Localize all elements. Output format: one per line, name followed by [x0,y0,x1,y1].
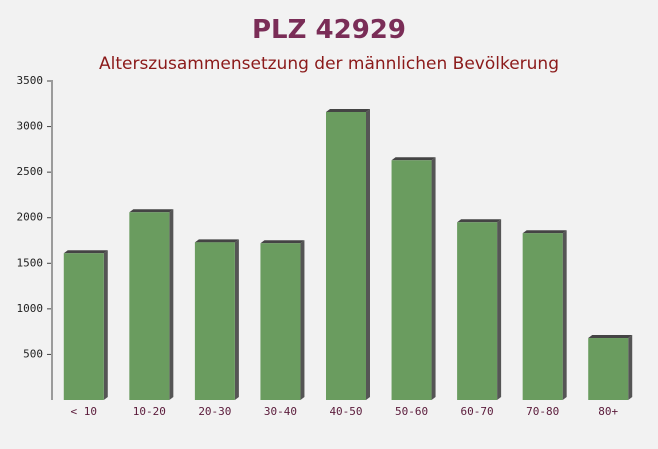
bar-top [326,108,370,112]
y-tick-label: 2500 [17,165,44,178]
y-tick-label: 3000 [17,120,44,133]
bar-side [431,157,436,400]
bar-side [562,230,567,400]
bar [129,212,170,400]
bar [522,233,563,400]
bar-side [497,219,502,400]
bar [194,242,235,400]
bar-top [129,209,174,213]
bar-top [522,230,567,234]
x-tick-label: 20-30 [198,405,231,418]
bar-top [588,335,633,339]
bar-side [300,240,305,400]
x-tick-label: < 10 [71,405,98,418]
x-tick-label: 30-40 [264,405,297,418]
bar-side [366,108,370,400]
y-tick-label: 1000 [17,302,44,315]
bar-top [260,240,305,244]
x-tick-label: 80+ [598,405,618,418]
bar-side [628,335,633,400]
y-tick-label: 2000 [17,211,44,224]
y-tick-label: 1500 [17,256,44,269]
bar [326,111,366,400]
y-tick-label: 500 [23,347,43,360]
bar [63,253,104,400]
bar-side [103,250,108,400]
bar [260,243,301,400]
chart-subtitle: Alterszusammensetzung der männlichen Bev… [99,54,559,74]
x-tick-label: 60-70 [461,405,494,418]
bar-top [391,157,436,161]
x-tick-label: 10-20 [133,405,166,418]
x-tick-label: 70-80 [526,405,559,418]
bar [588,338,629,400]
bar [457,222,498,400]
bar-side [234,239,239,400]
x-tick-label: 40-50 [329,405,362,418]
bar-top [457,219,502,223]
x-tick-label: 50-60 [395,405,428,418]
bar-top [194,239,239,243]
bar [391,160,432,400]
bar-side [169,209,174,400]
y-tick-label: 3500 [17,74,44,87]
bar-top [63,250,108,254]
chart-title: PLZ 42929 [252,15,406,45]
